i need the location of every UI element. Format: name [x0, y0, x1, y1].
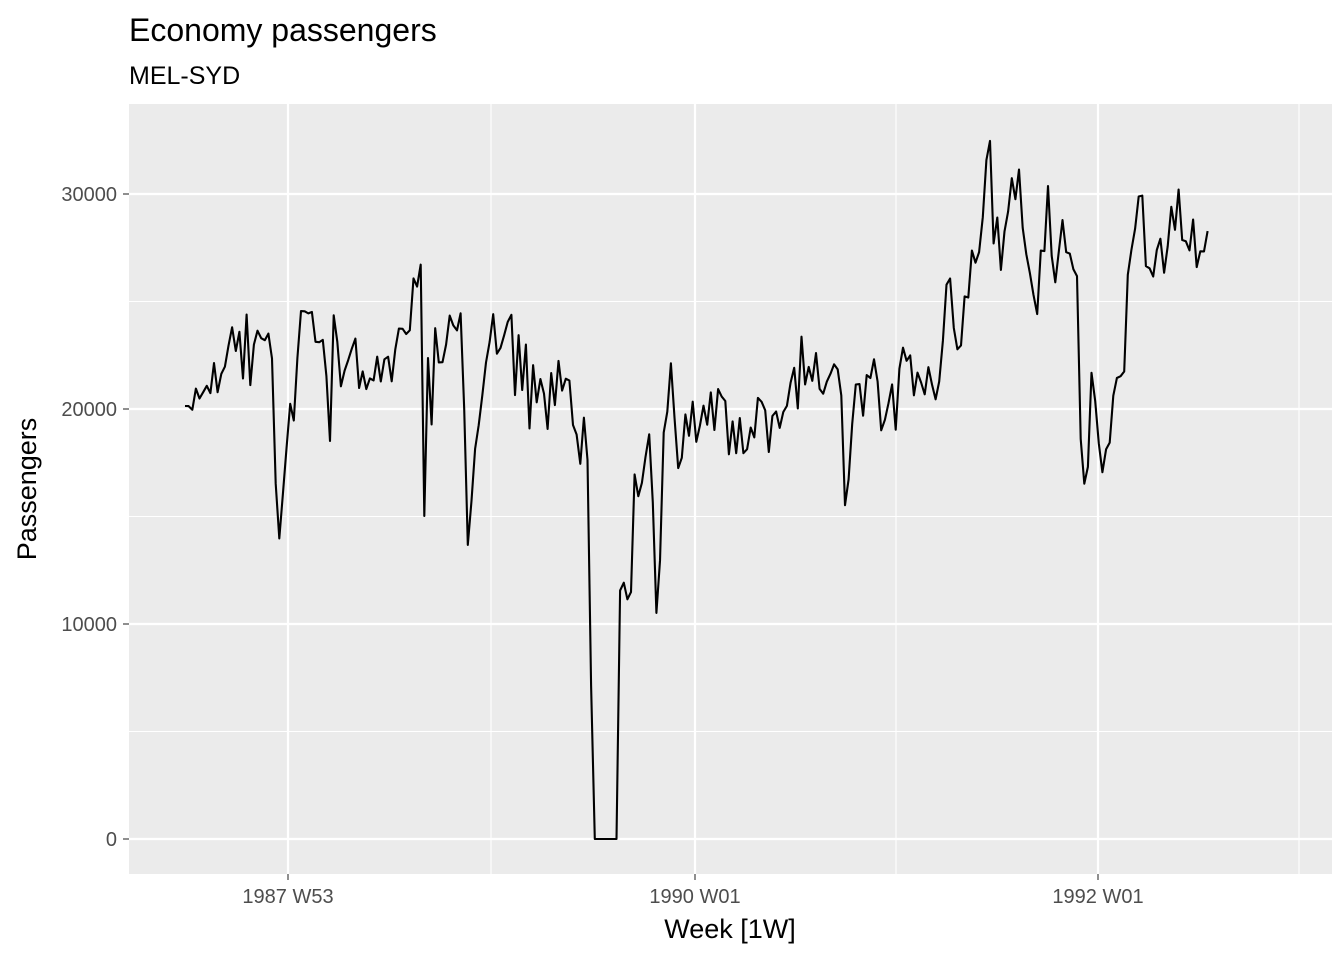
series-line — [184, 139, 1209, 841]
x-tick-label: 1987 W53 — [242, 886, 333, 908]
y-tick-label: 0 — [106, 829, 117, 851]
chart-title: Economy passengers — [129, 12, 437, 48]
x-axis-title: Week [1W] — [664, 914, 796, 944]
y-tick-label: 10000 — [61, 614, 117, 636]
y-axis: 0 10000 20000 30000 — [61, 184, 129, 851]
x-tick-label: 1992 W01 — [1052, 886, 1143, 908]
x-tick-label: 1990 W01 — [649, 886, 740, 908]
x-axis: 1987 W53 1990 W01 1992 W01 — [242, 874, 1144, 908]
plot-panel — [129, 104, 1332, 874]
y-tick-label: 20000 — [61, 399, 117, 421]
chart-subtitle: MEL-SYD — [129, 62, 240, 90]
y-axis-title: Passengers — [12, 418, 42, 561]
grid — [129, 104, 1332, 874]
series-layer — [184, 139, 1209, 841]
y-tick-label: 30000 — [61, 184, 117, 206]
